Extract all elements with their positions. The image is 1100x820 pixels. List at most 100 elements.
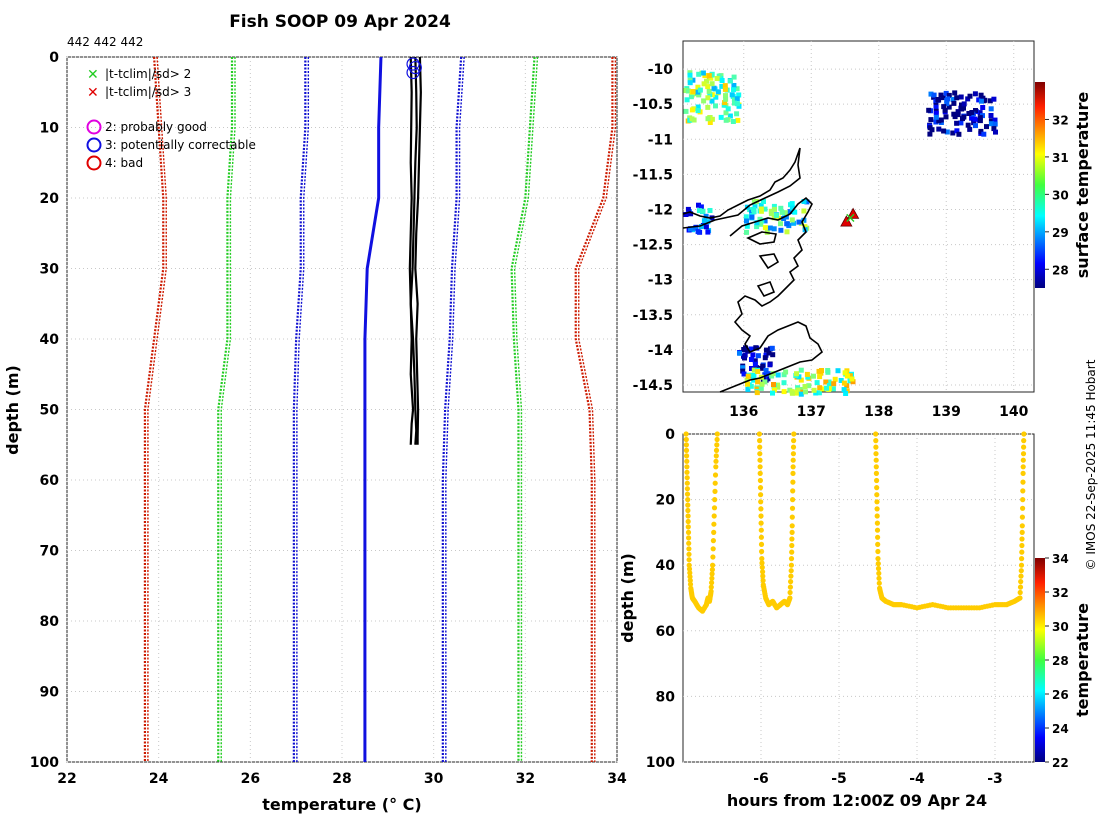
sst-pixel-1: [762, 225, 768, 231]
track-point-2: [874, 492, 880, 498]
sst-pixel-3: [798, 367, 804, 373]
sst-pixel-0: [690, 89, 696, 94]
credit-text: © IMOS 22-Sep-2025 11:45 Hobart: [1084, 359, 1098, 570]
track-point-2: [876, 570, 882, 577]
sst-pixel-5: [992, 117, 998, 123]
track-point-1: [757, 457, 763, 463]
sst-pixel-3: [745, 381, 750, 387]
sst-pixel-1: [801, 208, 807, 214]
track-point-0: [711, 513, 717, 519]
sst-pixel-5: [951, 100, 957, 106]
profile-ytick-label: 90: [40, 685, 60, 701]
sst-pixel-2: [752, 358, 758, 364]
track-colorbar: [1035, 558, 1045, 762]
sst-pixel-5: [965, 122, 971, 128]
track-point-2: [1019, 529, 1025, 536]
track-point-0: [686, 535, 692, 541]
map-cb-tick-label: 28: [1052, 263, 1069, 277]
sst-pixel-1: [761, 199, 766, 204]
sst-pixel-3: [825, 369, 831, 375]
track-data: [683, 431, 1027, 614]
track-point-1: [790, 451, 797, 457]
track-point-1: [757, 451, 763, 457]
sst-pixel-3: [789, 390, 795, 396]
track-panel: -6 -5 -4 -3 0 20 40 60 80 100 hours from 12:00Z 0…: [618, 427, 1092, 810]
track-point-1: [757, 485, 764, 491]
sst-pixel-5: [973, 123, 978, 129]
track-point-2: [874, 499, 880, 505]
legend-q3-label: 3: potentially correctable: [105, 138, 256, 152]
track-point-1: [790, 457, 796, 463]
sst-pixel-0: [705, 84, 711, 90]
track-point-0: [683, 447, 690, 453]
track-point-0: [684, 453, 690, 459]
sst-pixel-4: [688, 226, 693, 232]
sst-pixel-4: [696, 208, 702, 214]
track-point-1: [759, 560, 765, 566]
sst-pixel-3: [831, 381, 837, 387]
track-point-1: [790, 464, 796, 470]
track-ytick-label: 0: [665, 427, 675, 443]
sst-pixel-0: [691, 117, 697, 123]
track-xtick-label: -5: [831, 771, 847, 787]
track-point-2: [875, 534, 881, 540]
sst-pixel-0: [734, 101, 740, 107]
sst-pixel-5: [973, 108, 978, 113]
track-point-0: [686, 557, 692, 563]
track-point-0: [687, 581, 694, 587]
track-point-1: [760, 577, 766, 584]
sst-pixel-5: [933, 110, 939, 116]
sst-pixel-3: [823, 379, 829, 385]
track-point-0: [684, 458, 690, 464]
profile-ticks: 22 24 26 28 30 32 34 0 10 20 30 40 50 60 70 80 90 100: [30, 50, 627, 787]
qc-flag-circle: [406, 65, 420, 80]
sst-pixel-5: [959, 106, 965, 112]
track-point-1: [759, 564, 765, 571]
sst-pixel-3: [841, 387, 847, 393]
track-point-0: [709, 571, 715, 577]
sst-pixel-1: [802, 224, 808, 230]
sst-pixel-2: [749, 357, 754, 362]
sst-pixel-3: [775, 372, 781, 378]
sst-pixel-2: [762, 355, 768, 361]
track-point-0: [686, 540, 692, 546]
sst-pixel-3: [798, 391, 804, 397]
sst-pixel-0: [688, 94, 694, 100]
sst-pixel-5: [993, 129, 998, 135]
map-cb-tick-label: 30: [1052, 188, 1069, 202]
map-ytick-label: -12: [648, 202, 673, 218]
sst-pixel-1: [751, 199, 757, 205]
track-point-2: [1017, 584, 1024, 590]
sst-pixel-1: [762, 206, 768, 212]
sst-pixel-3: [830, 386, 836, 392]
sst-pixel-2: [745, 348, 751, 354]
track-point-1: [756, 431, 763, 437]
sst-pixel-1: [784, 210, 790, 216]
sst-pixel-5: [935, 97, 941, 102]
track-point-2: [874, 477, 880, 484]
sst-pixel-0: [729, 92, 735, 98]
track-point-0: [685, 529, 692, 536]
profile-line-2: [414, 56, 422, 445]
sst-pixel-3: [759, 381, 765, 387]
track-point-2: [1019, 542, 1025, 549]
track-ticks: -6 -5 -4 -3 0 20 40 60 80 100: [646, 427, 1003, 787]
profile-xtick-label: 34: [607, 771, 627, 787]
legend-q3-marker: [86, 137, 102, 153]
coastline-north: [682, 147, 801, 229]
track-point-2: [874, 527, 881, 533]
sst-pixel-5: [977, 110, 983, 116]
profile-grid: [66, 56, 618, 763]
sst-pixel-1: [767, 225, 773, 231]
sst-pixel-2: [741, 347, 747, 352]
track-point-2: [875, 565, 882, 572]
map-axes-box: [682, 40, 1035, 393]
sst-pixel-4: [692, 225, 698, 231]
sst-pixel-1: [773, 212, 779, 218]
map-ytick-label: -11.5: [633, 167, 673, 183]
sst-pixel-5: [950, 96, 956, 102]
sst-pixel-0: [695, 84, 701, 90]
sst-pixel-0: [700, 70, 706, 76]
sst-pixel-0: [707, 92, 713, 98]
